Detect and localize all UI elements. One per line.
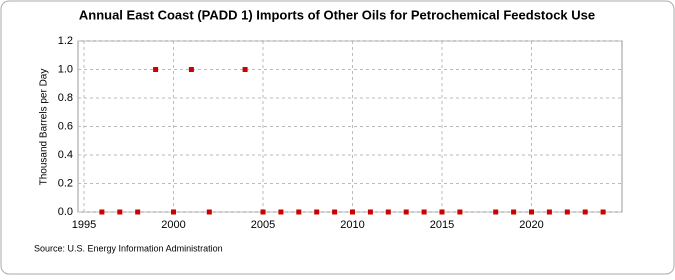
y-tick-label: 0.0 bbox=[58, 206, 73, 218]
point bbox=[439, 209, 445, 215]
y-tick-label: 0.8 bbox=[58, 92, 73, 104]
chart-title: Annual East Coast (PADD 1) Imports of Ot… bbox=[79, 7, 595, 22]
point bbox=[188, 67, 194, 72]
x-tick-label: 2000 bbox=[161, 219, 185, 231]
point bbox=[206, 209, 212, 215]
y-tick-label: 0.6 bbox=[58, 120, 73, 132]
point bbox=[296, 209, 302, 215]
x-tick-label: 2020 bbox=[519, 219, 543, 231]
point bbox=[153, 67, 159, 72]
point bbox=[546, 209, 552, 215]
x-tick-label: 1995 bbox=[72, 219, 96, 231]
point bbox=[564, 209, 570, 215]
point bbox=[350, 209, 355, 215]
point bbox=[493, 209, 499, 215]
point bbox=[314, 209, 320, 215]
point bbox=[99, 209, 105, 215]
point bbox=[260, 209, 266, 215]
point bbox=[117, 209, 123, 215]
point bbox=[367, 209, 373, 215]
x-tick-label: 2010 bbox=[340, 219, 364, 231]
x-tick-label: 2015 bbox=[430, 219, 454, 231]
point bbox=[171, 209, 176, 215]
point bbox=[385, 209, 391, 215]
point bbox=[242, 67, 248, 72]
y-tick-label: 1.0 bbox=[58, 63, 73, 75]
y-axis-label: Thousand Barrels per Day bbox=[39, 69, 50, 186]
x-tick-label: 2005 bbox=[251, 219, 275, 231]
point bbox=[403, 209, 409, 215]
point bbox=[332, 209, 338, 215]
y-tick-label: 0.4 bbox=[58, 149, 73, 161]
y-tick-label: 1.2 bbox=[58, 35, 73, 47]
point bbox=[511, 209, 517, 215]
y-tick-label: 0.2 bbox=[58, 177, 73, 189]
source-note: Source: U.S. Energy Information Administ… bbox=[34, 243, 223, 253]
point bbox=[529, 209, 534, 215]
point bbox=[421, 209, 427, 215]
point bbox=[457, 209, 463, 215]
point bbox=[600, 209, 606, 215]
point bbox=[135, 209, 141, 215]
point bbox=[582, 209, 588, 215]
point bbox=[278, 209, 284, 215]
